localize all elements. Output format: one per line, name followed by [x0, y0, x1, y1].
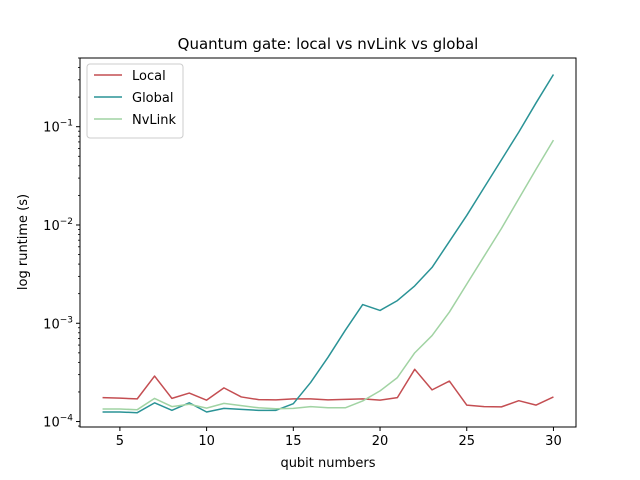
- legend-label-nvlink: NvLink: [132, 113, 177, 128]
- legend: Local Global NvLink: [86, 63, 184, 139]
- y-tick-label: 10−2: [43, 217, 73, 234]
- y-tick-label: 10−1: [43, 119, 73, 136]
- y-tick-label: 10−3: [43, 315, 73, 332]
- x-tick-label: 5: [116, 434, 124, 449]
- series-line-global: [102, 74, 555, 414]
- x-axis-label: qubit numbers: [280, 456, 375, 471]
- series-line-nvlink: [102, 139, 555, 411]
- y-tick-label: 10−4: [43, 414, 73, 431]
- y-axis: 10−4 10−3 10−2 10−1: [43, 57, 80, 431]
- chart-title: Quantum gate: local vs nvLink vs global: [178, 35, 479, 53]
- x-tick-label: 10: [198, 434, 215, 449]
- legend-label-local: Local: [132, 69, 166, 84]
- series-layer: [102, 74, 555, 414]
- x-tick-label: 30: [545, 434, 562, 449]
- plot-frame: [79, 57, 577, 428]
- x-tick-label: 25: [458, 434, 475, 449]
- x-tick-label: 20: [372, 434, 389, 449]
- y-axis-label: log runtime (s): [16, 194, 31, 290]
- legend-label-global: Global: [132, 91, 173, 106]
- series-line-local: [102, 368, 554, 408]
- x-axis: 5 10 15 20 25 30: [116, 427, 562, 449]
- x-tick-label: 15: [285, 434, 302, 449]
